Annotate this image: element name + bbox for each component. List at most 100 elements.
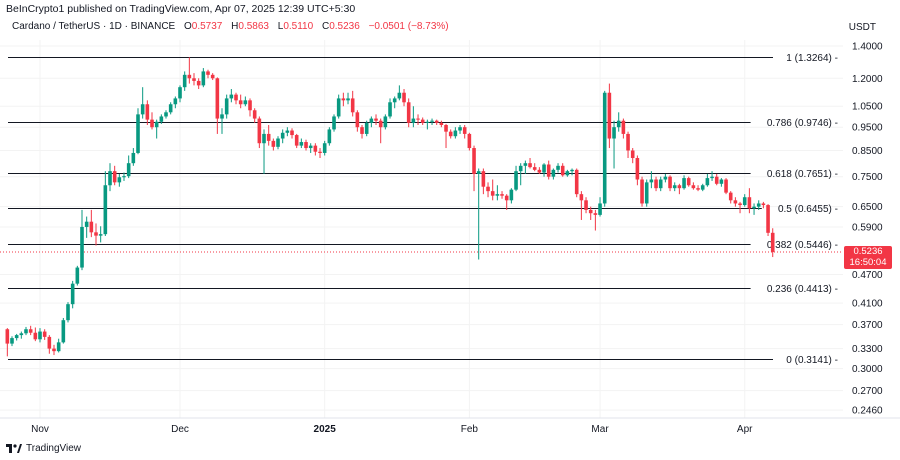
candle[interactable] [598,197,602,217]
candle[interactable] [168,102,173,115]
candle[interactable] [196,78,201,90]
candle[interactable] [626,131,630,159]
candle[interactable] [19,331,24,339]
candle[interactable] [108,163,112,192]
candle[interactable] [229,89,234,103]
candle[interactable] [103,171,108,237]
candle[interactable] [733,197,738,207]
candle[interactable] [612,120,616,169]
candle[interactable] [80,209,84,271]
candle[interactable] [542,163,546,177]
time-axis[interactable]: Nov Dec 2025 Feb Mar Apr [0,417,900,435]
candle[interactable] [136,108,140,155]
candle[interactable] [490,179,495,201]
candle[interactable] [476,168,481,260]
candle[interactable] [66,302,70,323]
candle[interactable] [756,200,761,210]
candle[interactable] [318,148,322,159]
candle[interactable] [234,92,238,105]
candle[interactable] [248,98,252,117]
candle[interactable] [486,182,490,198]
candle[interactable] [173,96,178,109]
candle[interactable] [126,155,131,179]
candle[interactable] [98,226,103,243]
candle[interactable] [705,173,710,187]
candle[interactable] [504,194,509,210]
candle[interactable] [360,125,364,139]
candle[interactable] [724,178,728,195]
candle[interactable] [677,183,682,195]
candle[interactable] [588,206,593,220]
price-axis[interactable]: 1.4000 1.2000 1.0500 0.9500 0.8500 0.7500 0.65… [852,42,883,417]
symbol-name[interactable]: Cardano / TetherUS · 1D · BINANCE [12,21,176,32]
candle[interactable] [495,185,500,201]
candle[interactable] [686,176,691,187]
candle[interactable] [570,168,574,176]
candle[interactable] [546,160,551,180]
candle[interactable] [551,168,556,180]
candle[interactable] [215,77,220,134]
candle[interactable] [630,148,635,164]
candle[interactable] [416,114,420,126]
candle[interactable] [481,168,486,195]
candle[interactable] [33,327,38,342]
candle[interactable] [182,71,187,91]
candle[interactable] [42,329,47,340]
candle[interactable] [131,148,136,166]
candle[interactable] [374,114,378,126]
candle[interactable] [61,317,66,344]
candle[interactable] [28,325,33,336]
candle[interactable] [280,129,285,144]
candle[interactable] [710,171,714,181]
candle[interactable] [112,165,117,186]
candle[interactable] [38,328,42,343]
candle[interactable] [430,118,434,126]
candle[interactable] [322,140,327,156]
candle[interactable] [579,191,584,220]
candle[interactable] [714,173,719,186]
candle[interactable] [117,173,122,187]
candle[interactable] [584,197,588,214]
candle[interactable] [150,112,154,130]
candle[interactable] [453,127,458,139]
candle[interactable] [514,165,518,192]
candle[interactable] [766,204,770,237]
candle[interactable] [70,280,75,309]
candle[interactable] [621,118,626,139]
candle[interactable] [682,175,686,190]
candle[interactable] [164,110,168,119]
candle[interactable] [308,143,313,153]
candle[interactable] [607,83,612,149]
candle[interactable] [439,120,444,128]
candle[interactable] [187,57,192,84]
candle[interactable] [770,228,775,258]
candle[interactable] [397,85,402,101]
candle[interactable] [644,179,649,207]
candle[interactable] [593,209,598,231]
candle[interactable] [336,94,341,119]
candle[interactable] [556,163,560,173]
candle[interactable] [355,110,360,132]
candle[interactable] [728,191,733,204]
candle[interactable] [271,138,276,151]
candle[interactable] [425,119,430,130]
candle[interactable] [420,117,425,126]
candle[interactable] [649,171,654,189]
candle[interactable] [313,143,318,156]
candle[interactable] [140,87,145,119]
candle[interactable] [10,336,14,347]
candle[interactable] [448,129,453,139]
candle[interactable] [201,68,206,88]
candle[interactable] [378,118,383,144]
candle[interactable] [696,185,700,192]
candle[interactable] [24,326,28,336]
candle[interactable] [635,155,640,186]
candle[interactable] [94,223,98,246]
candle[interactable] [700,183,705,192]
candle[interactable] [276,136,280,150]
candle[interactable] [350,90,355,117]
candle[interactable] [392,96,397,109]
candle[interactable] [738,201,742,214]
candle[interactable] [210,73,215,81]
candle[interactable] [616,112,621,132]
